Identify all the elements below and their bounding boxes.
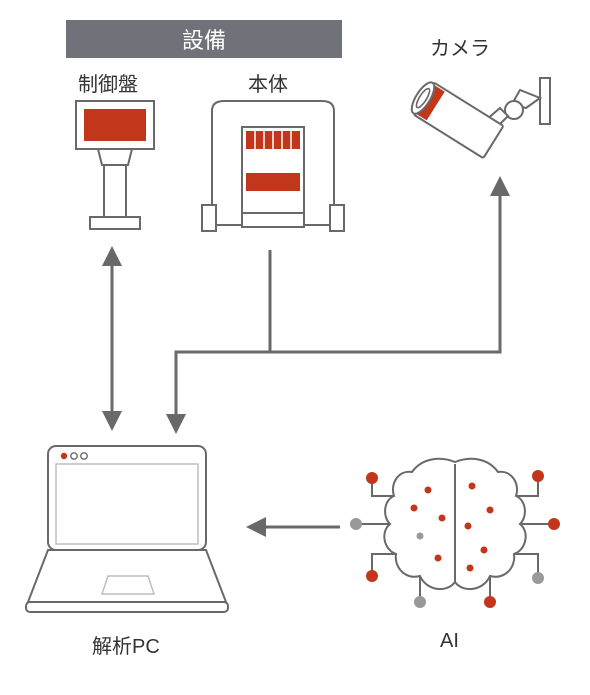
ai-brain-icon bbox=[350, 450, 560, 620]
camera-icon bbox=[400, 68, 560, 178]
camera-label: カメラ bbox=[430, 32, 490, 61]
equipment-header: 設備 bbox=[66, 20, 342, 58]
main-unit-label: 本体 bbox=[248, 68, 288, 97]
pc-label: 解析PC bbox=[92, 630, 160, 659]
ai-label: AI bbox=[440, 630, 459, 653]
arrow-unit-pc bbox=[176, 250, 270, 430]
main-unit-icon bbox=[198, 95, 348, 235]
control-panel-icon bbox=[70, 95, 160, 235]
control-panel-label: 制御盤 bbox=[78, 68, 138, 97]
laptop-icon bbox=[20, 440, 230, 620]
equipment-header-label: 設備 bbox=[182, 23, 226, 55]
diagram-canvas: 設備 制御盤 本体 カメラ 解析PC AI bbox=[0, 0, 590, 695]
